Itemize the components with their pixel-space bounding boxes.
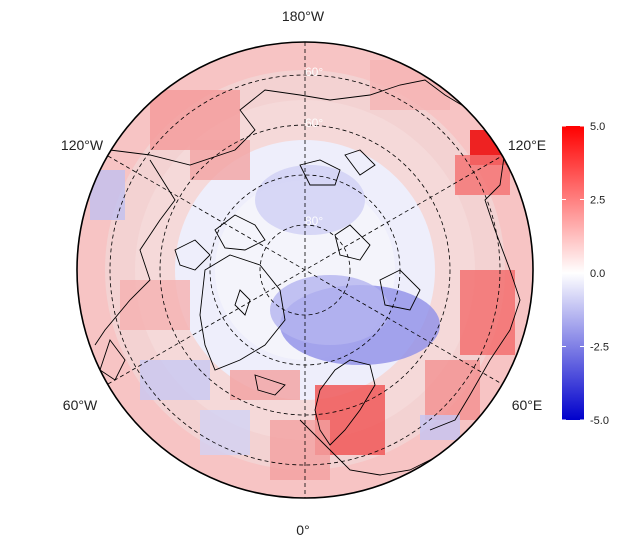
- meridian-60w-120e: [107, 155, 503, 385]
- lon-label-60w: 60°W: [63, 397, 98, 413]
- colorbar-tick-neg-2-5: -2.5: [590, 342, 609, 354]
- graticule: [107, 42, 503, 498]
- colorbar: 5.0 2.5 0.0 -2.5 -5.0: [562, 121, 609, 427]
- lat-label-inner: 80°: [305, 214, 323, 228]
- colorbar-tick-max: 5.0: [590, 121, 605, 133]
- lon-label-60e: 60°E: [512, 397, 543, 413]
- lon-label-0: 0°: [296, 522, 309, 538]
- map-border: [76, 41, 534, 499]
- lon-label-120e: 120°E: [508, 137, 546, 153]
- colorbar-tick-2-5: 2.5: [590, 195, 605, 207]
- lat-label-outer: 60°: [305, 65, 323, 79]
- lon-label-120w: 120°W: [61, 137, 104, 153]
- colorbar-tick-min: -5.0: [590, 415, 609, 427]
- lat-circle-50: [109, 74, 501, 466]
- colorbar-tick-0: 0.0: [590, 268, 605, 280]
- lon-label-180w: 180°W: [282, 8, 325, 24]
- land-outlines: [94, 79, 521, 476]
- lat-label-middle: 60°: [305, 116, 323, 130]
- colorbar-gradient: [562, 126, 584, 420]
